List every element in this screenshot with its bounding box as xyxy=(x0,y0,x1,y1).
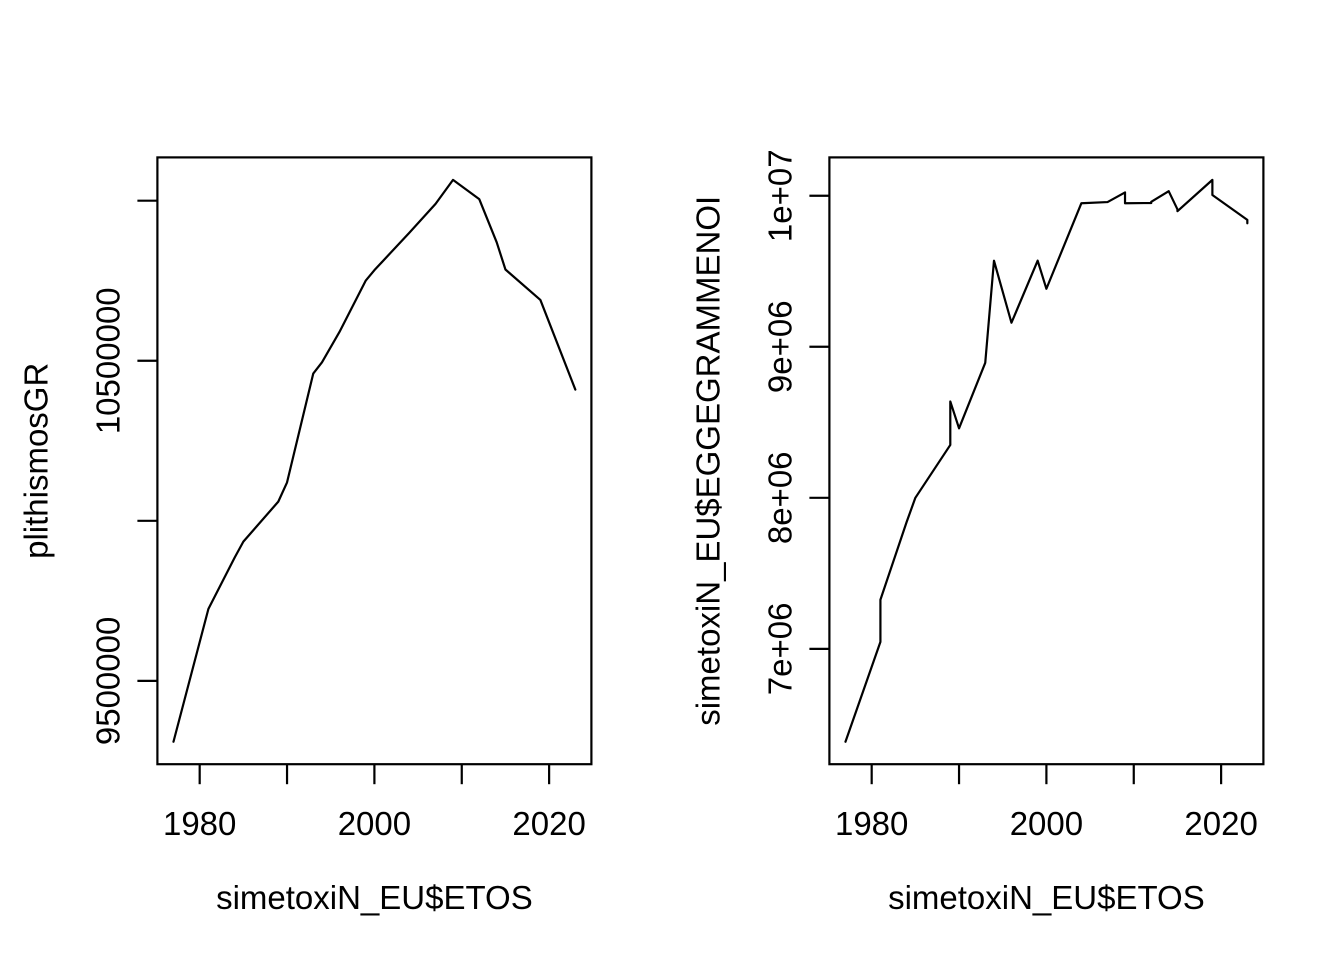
plot-frame xyxy=(156,156,593,766)
x-tick-label: 1980 xyxy=(835,805,908,842)
y-tick-label: 1e+07 xyxy=(761,149,798,242)
x-axis-title: simetoxiN_EU$ETOS xyxy=(216,879,533,916)
y-tick-label: 9500000 xyxy=(89,617,126,745)
x-tick-label: 2020 xyxy=(1184,805,1257,842)
series-line xyxy=(172,178,577,743)
x-tick-label: 1980 xyxy=(163,805,236,842)
plot-frame xyxy=(828,156,1265,766)
series-line xyxy=(844,178,1249,743)
plot-right-panel: 1980 2000 2020 7e+06 8e+06 9e+06 1e+07 simetoxi… xyxy=(689,149,1265,916)
x-tick-label: 2000 xyxy=(1010,805,1083,842)
x-tick-label: 2020 xyxy=(512,805,585,842)
x-tick-label: 2000 xyxy=(338,805,411,842)
plot-left-panel: 1980 2000 2020 9500000 10500000 simetoxiN_EU$… xyxy=(17,156,593,916)
y-tick-label: 10500000 xyxy=(89,287,126,434)
y-axis-title: plithismosGR xyxy=(17,363,54,559)
y-tick-label: 8e+06 xyxy=(761,451,798,544)
y-tick-label: 9e+06 xyxy=(761,300,798,393)
y-tick-label: 7e+06 xyxy=(761,602,798,695)
y-axis-title: simetoxiN_EU$EGGEGRAMMENOI xyxy=(689,196,726,726)
x-axis-title: simetoxiN_EU$ETOS xyxy=(888,879,1205,916)
